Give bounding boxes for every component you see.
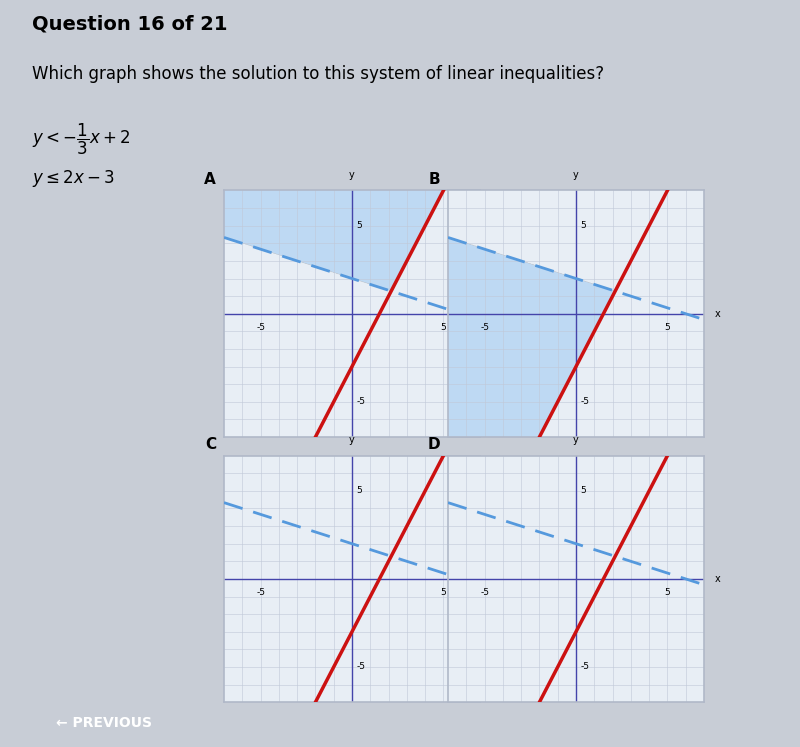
Text: -5: -5 — [357, 397, 366, 406]
Text: 5: 5 — [441, 588, 446, 597]
Text: 5: 5 — [581, 486, 586, 495]
Text: -5: -5 — [357, 663, 366, 672]
Text: 5: 5 — [441, 323, 446, 332]
Text: Question 16 of 21: Question 16 of 21 — [32, 15, 227, 34]
Text: C: C — [205, 437, 216, 452]
Text: B: B — [428, 172, 440, 187]
Text: Which graph shows the solution to this system of linear inequalities?: Which graph shows the solution to this s… — [32, 66, 604, 84]
Text: 5: 5 — [357, 486, 362, 495]
Text: $y \leq 2x - 3$: $y \leq 2x - 3$ — [32, 168, 114, 189]
Text: y: y — [573, 170, 579, 180]
Text: y: y — [349, 435, 355, 445]
Text: -5: -5 — [256, 323, 265, 332]
Text: -5: -5 — [480, 588, 489, 597]
Text: -5: -5 — [581, 397, 590, 406]
Text: -5: -5 — [581, 663, 590, 672]
Text: -5: -5 — [256, 588, 265, 597]
Text: x: x — [491, 309, 497, 319]
Text: ← PREVIOUS: ← PREVIOUS — [56, 716, 152, 730]
Text: 5: 5 — [665, 323, 670, 332]
Text: x: x — [715, 309, 721, 319]
Text: x: x — [715, 574, 721, 584]
Text: 5: 5 — [665, 588, 670, 597]
Text: 5: 5 — [357, 221, 362, 230]
Text: -5: -5 — [480, 323, 489, 332]
Text: y: y — [349, 170, 355, 180]
Text: A: A — [204, 172, 216, 187]
Text: x: x — [491, 574, 497, 584]
Text: y: y — [573, 435, 579, 445]
Text: 5: 5 — [581, 221, 586, 230]
Text: D: D — [427, 437, 440, 452]
Text: $y < -\dfrac{1}{3}x + 2$: $y < -\dfrac{1}{3}x + 2$ — [32, 122, 130, 157]
